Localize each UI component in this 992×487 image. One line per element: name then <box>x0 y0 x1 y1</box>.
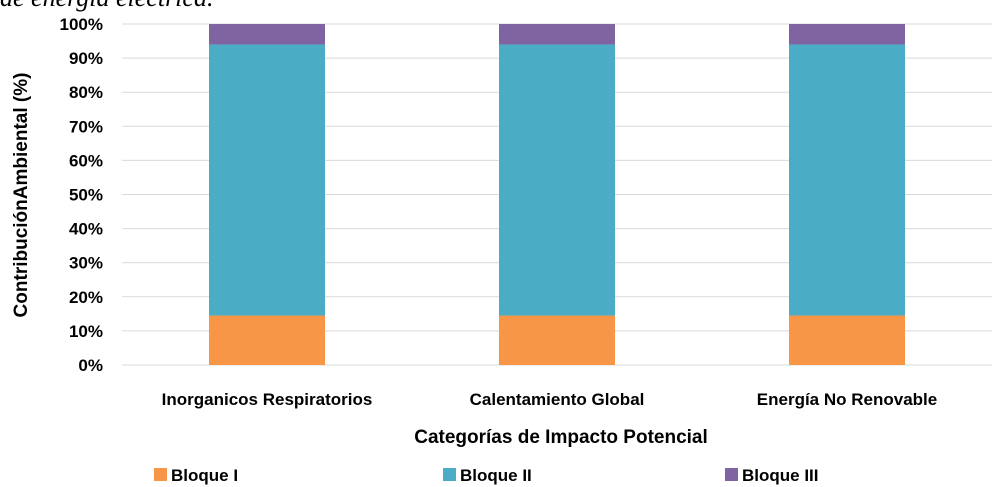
category-label: Energía No Renovable <box>757 390 937 409</box>
legend-label: Bloque II <box>460 466 532 485</box>
bar-segment <box>789 44 905 316</box>
legend: Bloque I Bloque II Bloque III <box>154 466 819 485</box>
bars <box>209 24 905 365</box>
y-tick-label: 40% <box>69 220 103 239</box>
bar-segment <box>789 315 905 365</box>
category-label: Calentamiento Global <box>470 390 645 409</box>
y-tick-label: 50% <box>69 186 103 205</box>
y-tick-label: 60% <box>69 151 103 170</box>
y-tick-label: 0% <box>78 356 103 375</box>
y-tick-label: 80% <box>69 83 103 102</box>
y-tick-labels: 0% 10% 20% 30% 40% 50% 60% 70% 80% 90% 100% <box>60 15 103 375</box>
bar-segment <box>209 24 325 45</box>
bar-segment <box>789 24 905 45</box>
legend-label: Bloque I <box>171 466 238 485</box>
legend-swatch <box>154 468 167 481</box>
legend-label: Bloque III <box>742 466 819 485</box>
y-axis-title: ContribuciónAmbiental (%) <box>11 73 32 318</box>
caption-fragment: de energía eléctrica. <box>0 0 213 13</box>
y-tick-label: 90% <box>69 49 103 68</box>
y-tick-label: 20% <box>69 288 103 307</box>
legend-swatch <box>443 468 456 481</box>
bar-segment <box>499 24 615 45</box>
y-tick-label: 10% <box>69 322 103 341</box>
category-labels: Inorganicos Respiratorios Calentamiento G… <box>162 390 938 409</box>
y-tick-label: 70% <box>69 117 103 136</box>
bar-segment <box>209 44 325 316</box>
category-label: Inorganicos Respiratorios <box>162 390 373 409</box>
bar-segment <box>209 315 325 365</box>
y-tick-label: 100% <box>60 15 103 34</box>
bar-segment <box>499 44 615 316</box>
bar-segment <box>499 315 615 365</box>
x-axis-title: Categorías de Impacto Potencial <box>414 427 708 448</box>
legend-swatch <box>725 468 738 481</box>
y-tick-label: 30% <box>69 254 103 273</box>
